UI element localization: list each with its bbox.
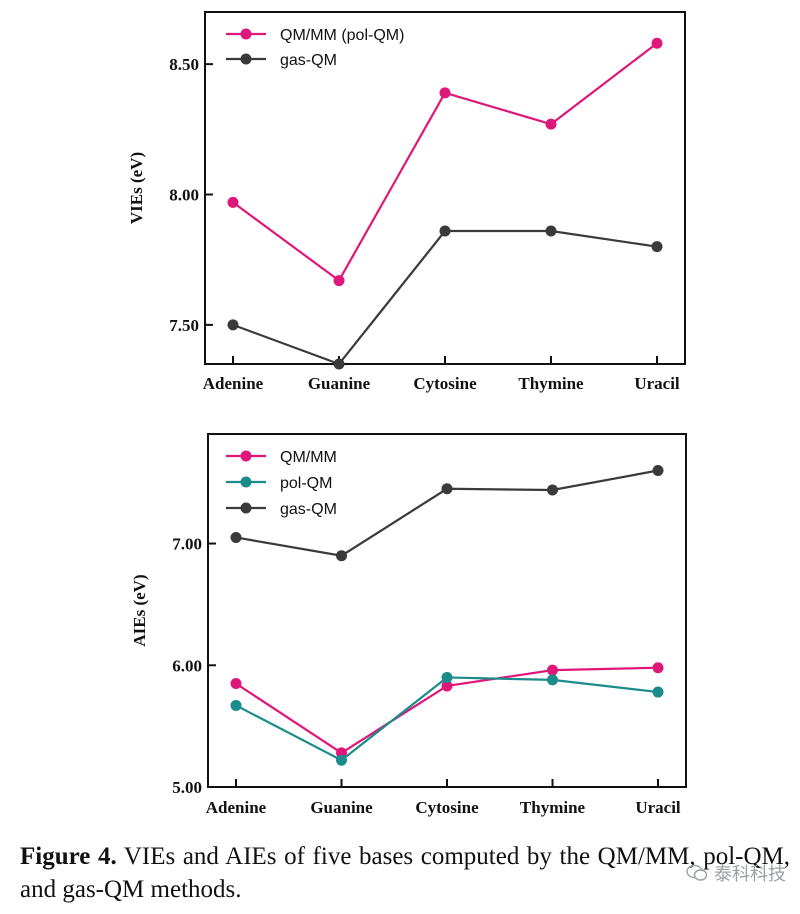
data-point xyxy=(227,196,239,208)
y-tick-label: 5.00 xyxy=(172,778,202,797)
data-point xyxy=(651,241,663,253)
data-point xyxy=(441,671,453,683)
data-point xyxy=(230,531,242,543)
data-point xyxy=(441,680,453,692)
caption-label: Figure 4. xyxy=(20,843,117,870)
y-axis-title: VIEs (eV) xyxy=(127,152,146,224)
legend-marker xyxy=(240,450,252,462)
legend-marker xyxy=(240,476,252,488)
data-point xyxy=(547,674,558,686)
data-point xyxy=(652,465,664,477)
series-line-1 xyxy=(232,42,658,283)
x-tick-label: Thymine xyxy=(520,798,586,817)
x-tick-label: Guanine xyxy=(308,374,371,393)
x-tick-label: Guanine xyxy=(310,798,373,817)
wechat-icon xyxy=(686,864,708,881)
legend-label: gas-QM xyxy=(280,52,337,69)
data-point xyxy=(333,358,345,370)
legend-marker xyxy=(240,53,252,65)
legend-label: QM/MM xyxy=(280,449,337,466)
data-point xyxy=(230,678,242,690)
data-point xyxy=(336,550,347,562)
data-point xyxy=(333,275,345,287)
data-point xyxy=(545,225,557,237)
chart-2: 5.00 6.00 7.00 Adenine Guanine Cytosine Thymin… xyxy=(130,433,687,817)
x-tick-label: Adenine xyxy=(203,374,264,393)
y-tick-label: 7.50 xyxy=(169,316,199,335)
data-point xyxy=(336,754,347,766)
y-tick-label: 7.00 xyxy=(172,535,202,554)
legend-label: gas-QM xyxy=(280,501,337,518)
data-point xyxy=(439,225,451,237)
data-point xyxy=(545,118,557,130)
legend-label: QM/MM (pol-QM) xyxy=(280,27,404,44)
data-point xyxy=(651,37,663,49)
data-point xyxy=(227,319,239,331)
figure-caption: Figure 4. VIEs and AIEs of five bases co… xyxy=(20,840,790,906)
x-tick-label: Cytosine xyxy=(413,374,477,393)
x-tick-label: Thymine xyxy=(518,374,584,393)
x-tick-label: Cytosine xyxy=(415,798,479,817)
chart-1: 7.50 8.00 8.50 Adenine Guanine Cytosine Thymin… xyxy=(127,11,686,393)
x-tick-label: Uracil xyxy=(634,374,680,393)
legend-label: pol-QM xyxy=(280,475,332,492)
x-tick-label: Uracil xyxy=(635,798,681,817)
plot-frame xyxy=(204,11,686,365)
data-point xyxy=(439,87,451,99)
data-point xyxy=(441,483,453,495)
data-point xyxy=(547,484,558,496)
legend-marker xyxy=(240,28,252,40)
watermark-text: 泰科科技 xyxy=(714,864,786,885)
y-tick-label: 8.00 xyxy=(169,186,199,205)
legend-marker xyxy=(240,502,252,514)
data-point xyxy=(230,699,242,711)
y-tick-label: 6.00 xyxy=(172,656,202,675)
x-tick-label: Adenine xyxy=(206,798,267,817)
caption-text: VIEs and AIEs of five bases computed by … xyxy=(20,843,790,903)
data-point xyxy=(547,664,558,676)
data-point xyxy=(652,686,664,698)
series-line-2 xyxy=(232,229,658,366)
y-tick-label: 8.50 xyxy=(169,55,199,74)
y-axis-title: AIEs (eV) xyxy=(130,574,149,646)
data-point xyxy=(652,662,664,674)
watermark: 泰科科技 xyxy=(686,860,786,886)
